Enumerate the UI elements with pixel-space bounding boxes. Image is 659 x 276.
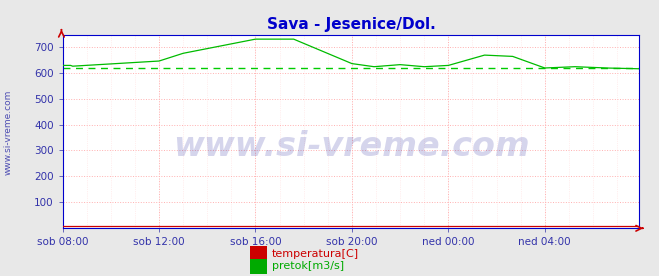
Text: pretok[m3/s]: pretok[m3/s]	[272, 261, 344, 271]
Text: www.si-vreme.com: www.si-vreme.com	[3, 90, 13, 175]
Title: Sava - Jesenice/Dol.: Sava - Jesenice/Dol.	[266, 17, 436, 32]
Text: www.si-vreme.com: www.si-vreme.com	[173, 130, 529, 163]
Text: temperatura[C]: temperatura[C]	[272, 249, 359, 259]
